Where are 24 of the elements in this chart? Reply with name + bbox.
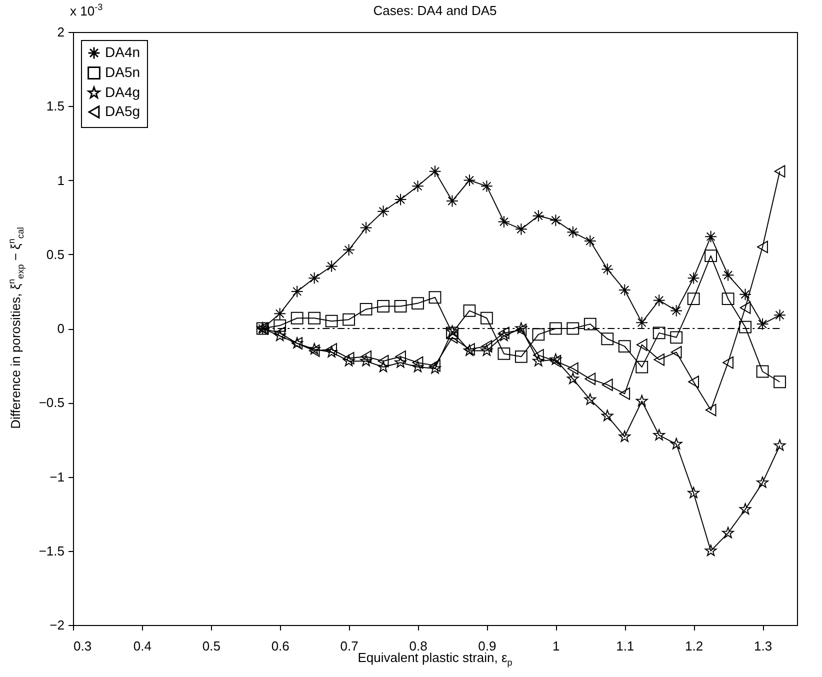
chart-title: Cases: DA4 and DA5 (373, 3, 497, 18)
x-tick-label: 1.1 (616, 638, 634, 654)
y-tick-label: −1 (50, 469, 64, 484)
legend-label: DA5n (105, 64, 140, 80)
text: x 10$^{-3}$ (70, 2, 103, 18)
y-tick-label: −2 (50, 618, 64, 632)
x-tick-label: 0.7 (340, 638, 358, 654)
y-tick-label: 0.5 (46, 246, 64, 262)
x-tick-label: 0.5 (202, 638, 220, 654)
y-tick-label: −0.5 (38, 395, 64, 410)
y-tick-label: 1 (57, 172, 64, 188)
x-tick-label: 1.3 (754, 638, 772, 654)
y-tick-label: 1.5 (46, 98, 64, 114)
x-tick-label: 1 (552, 638, 560, 654)
legend-label: DA5g (105, 103, 140, 119)
x-tick-label: 1.2 (685, 638, 704, 654)
x-tick-label: 0.6 (271, 638, 290, 654)
x-tick-label: 0.3 (74, 638, 92, 654)
legend-label: DA4g (105, 84, 140, 100)
y-tick-label: 2 (57, 24, 64, 40)
y-tick-label: −1.5 (38, 543, 64, 558)
x-tick-label: 0.4 (133, 638, 152, 654)
legend-label: DA4n (105, 44, 140, 60)
y-tick-label: 0 (57, 321, 64, 336)
